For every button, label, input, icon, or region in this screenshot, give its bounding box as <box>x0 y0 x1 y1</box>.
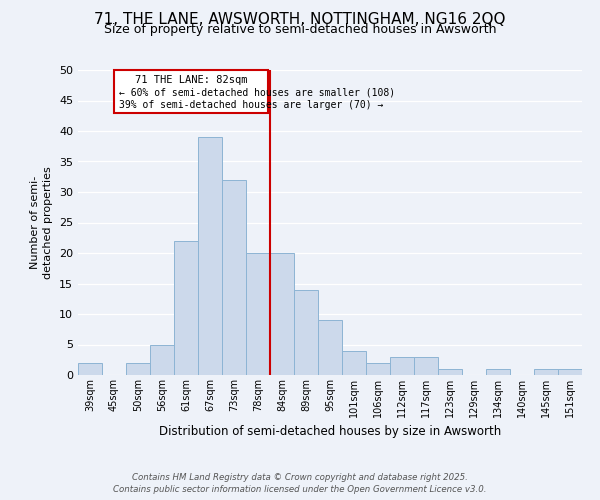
Bar <box>390 356 414 375</box>
Bar <box>78 363 102 375</box>
Text: Contains HM Land Registry data © Crown copyright and database right 2025.
Contai: Contains HM Land Registry data © Crown c… <box>113 472 487 494</box>
Bar <box>318 320 342 375</box>
Bar <box>486 369 510 375</box>
Text: 71, THE LANE, AWSWORTH, NOTTINGHAM, NG16 2QQ: 71, THE LANE, AWSWORTH, NOTTINGHAM, NG16… <box>94 12 506 28</box>
Text: 39% of semi-detached houses are larger (70) →: 39% of semi-detached houses are larger (… <box>119 100 383 110</box>
Bar <box>150 344 174 375</box>
Bar <box>438 369 462 375</box>
Bar <box>246 253 270 375</box>
FancyBboxPatch shape <box>114 70 268 112</box>
Bar <box>174 241 198 375</box>
Bar <box>414 356 438 375</box>
Bar <box>366 363 390 375</box>
Bar <box>270 253 294 375</box>
Y-axis label: Number of semi-
detached properties: Number of semi- detached properties <box>30 166 53 279</box>
Bar <box>534 369 558 375</box>
Bar <box>294 290 318 375</box>
Text: Size of property relative to semi-detached houses in Awsworth: Size of property relative to semi-detach… <box>104 22 496 36</box>
Text: ← 60% of semi-detached houses are smaller (108): ← 60% of semi-detached houses are smalle… <box>119 87 395 97</box>
Bar <box>558 369 582 375</box>
Text: 71 THE LANE: 82sqm: 71 THE LANE: 82sqm <box>134 75 247 85</box>
Bar <box>222 180 246 375</box>
X-axis label: Distribution of semi-detached houses by size in Awsworth: Distribution of semi-detached houses by … <box>159 426 501 438</box>
Bar <box>342 350 366 375</box>
Bar <box>198 137 222 375</box>
Bar <box>126 363 150 375</box>
